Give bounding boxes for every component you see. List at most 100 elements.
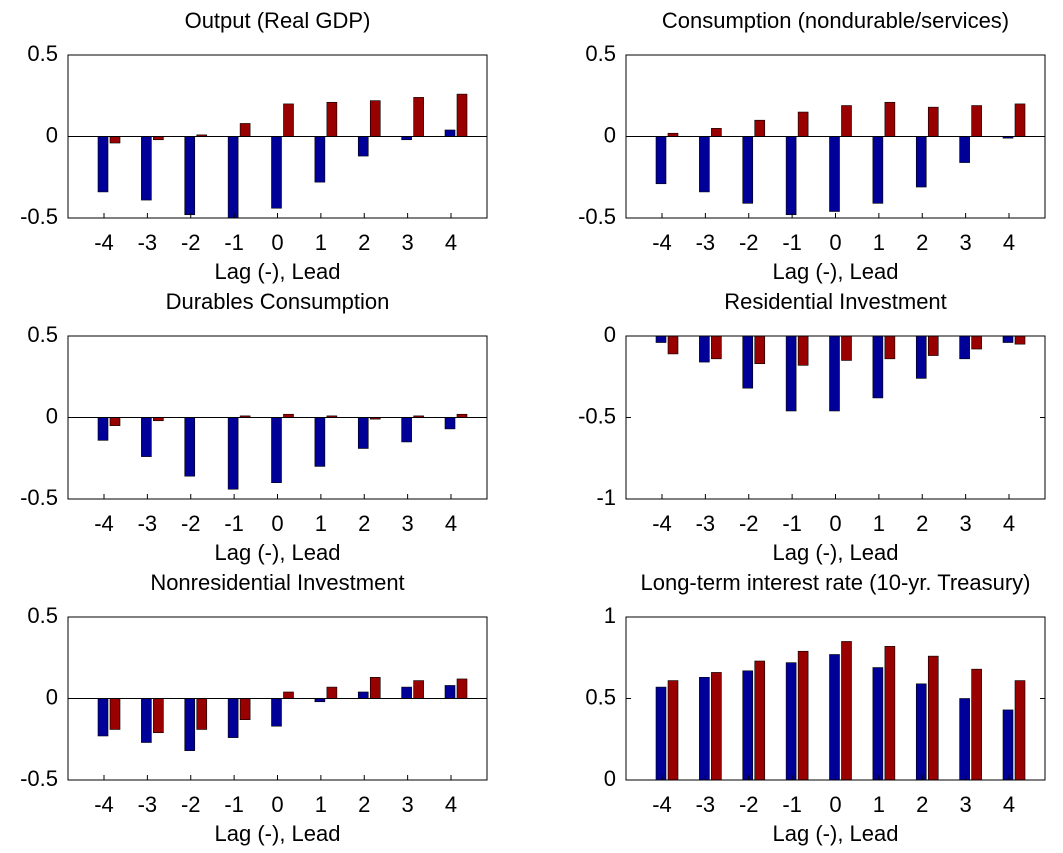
y-tick-label: -0.5: [578, 204, 616, 229]
bar: [444, 129, 456, 137]
bar: [971, 668, 982, 780]
axes-box: [625, 54, 1046, 219]
y-tick-label: 0.5: [27, 322, 58, 347]
bar: [97, 417, 109, 441]
x-tick-label: 0: [271, 792, 283, 817]
bar: [369, 100, 381, 137]
x-tick-label: 1: [873, 230, 885, 255]
bar: [754, 336, 766, 365]
y-tick-label: 0.5: [585, 41, 616, 66]
x-tick-label: -4: [94, 792, 114, 817]
bar: [754, 660, 766, 780]
bar: [971, 336, 982, 350]
bars: [97, 93, 468, 218]
y-tick-label: 0: [46, 403, 58, 428]
x-tick-label: -3: [138, 792, 158, 817]
bar: [357, 691, 369, 699]
bar: [97, 136, 109, 193]
x-tick-label: 0: [271, 511, 283, 536]
bar: [829, 136, 840, 212]
bar: [401, 686, 412, 699]
axes-box: [67, 54, 488, 219]
bar: [369, 677, 381, 699]
bar: [184, 698, 196, 751]
x-tick-label: -2: [181, 792, 201, 817]
x-tick-label: 2: [358, 230, 370, 255]
bar: [1002, 709, 1014, 780]
bars: [97, 677, 468, 751]
bar: [711, 128, 722, 137]
bar: [1002, 336, 1014, 343]
x-axis-label: Lag (-), Lead: [773, 540, 899, 565]
bar: [227, 698, 239, 738]
x-tick-label: -3: [696, 792, 716, 817]
bar: [742, 136, 754, 204]
x-tick-label: -1: [782, 511, 802, 536]
x-tick-label: -2: [181, 511, 201, 536]
bar: [357, 136, 369, 157]
bar: [109, 698, 121, 730]
bar: [971, 105, 982, 137]
bar: [754, 119, 766, 137]
bar: [314, 136, 326, 183]
bar: [271, 136, 282, 209]
bar: [357, 417, 369, 449]
bar: [1014, 680, 1026, 780]
x-tick-label: 3: [401, 792, 413, 817]
x-tick-label: 3: [401, 511, 413, 536]
bar: [711, 672, 722, 780]
bar: [153, 698, 164, 734]
bar: [742, 670, 754, 780]
bar: [326, 686, 338, 699]
bar: [239, 698, 251, 720]
y-tick-label: 0: [604, 766, 616, 791]
x-tick-label: -1: [224, 792, 244, 817]
bar: [884, 336, 896, 360]
bar: [141, 417, 152, 457]
y-tick-label: -0.5: [20, 485, 58, 510]
bar: [655, 336, 667, 343]
x-tick-label: -4: [94, 230, 114, 255]
y-tick-label: 0.5: [27, 603, 58, 628]
bar: [872, 667, 884, 780]
y-tick-label: -0.5: [20, 766, 58, 791]
bar: [884, 646, 896, 780]
y-tick-label: -0.5: [578, 403, 616, 428]
x-tick-label: 3: [959, 792, 971, 817]
x-tick-label: 4: [445, 230, 457, 255]
bar: [444, 417, 456, 430]
subplot: Long-term interest rate (10-yr. Treasury…: [585, 570, 1046, 846]
bar: [141, 136, 152, 201]
bar: [227, 136, 239, 218]
bar: [271, 417, 282, 483]
bar: [184, 136, 196, 216]
x-tick-label: 4: [1003, 511, 1015, 536]
x-tick-label: 4: [1003, 230, 1015, 255]
bar: [699, 336, 710, 363]
x-tick-label: 2: [916, 511, 928, 536]
subplot: Output (Real GDP) Lag (-), Lead -0.5 0 0.5 -4…: [20, 8, 488, 284]
bar: [283, 691, 294, 699]
x-tick-label: -1: [782, 792, 802, 817]
x-axis-label: Lag (-), Lead: [773, 259, 899, 284]
subplot: Durables Consumption Lag (-), Lead -0.5 0 0.…: [20, 289, 488, 565]
bar: [655, 686, 667, 780]
x-tick-label: -3: [696, 230, 716, 255]
bar: [841, 336, 852, 361]
bar: [283, 103, 294, 137]
bar: [227, 417, 239, 490]
axes-box: [67, 616, 488, 781]
bar: [959, 336, 970, 360]
bars: [655, 641, 1026, 780]
bar: [239, 123, 251, 137]
chart-title: Durables Consumption: [166, 289, 390, 314]
subplot: Nonresidential Investment Lag (-), Lead -0…: [20, 570, 488, 846]
bar: [785, 662, 797, 780]
chart-title: Residential Investment: [724, 289, 947, 314]
x-axis-label: Lag (-), Lead: [215, 259, 341, 284]
x-tick-label: -4: [94, 511, 114, 536]
y-tick-label: 0.5: [27, 41, 58, 66]
x-tick-label: -4: [652, 511, 672, 536]
axes-box: [625, 335, 1046, 500]
